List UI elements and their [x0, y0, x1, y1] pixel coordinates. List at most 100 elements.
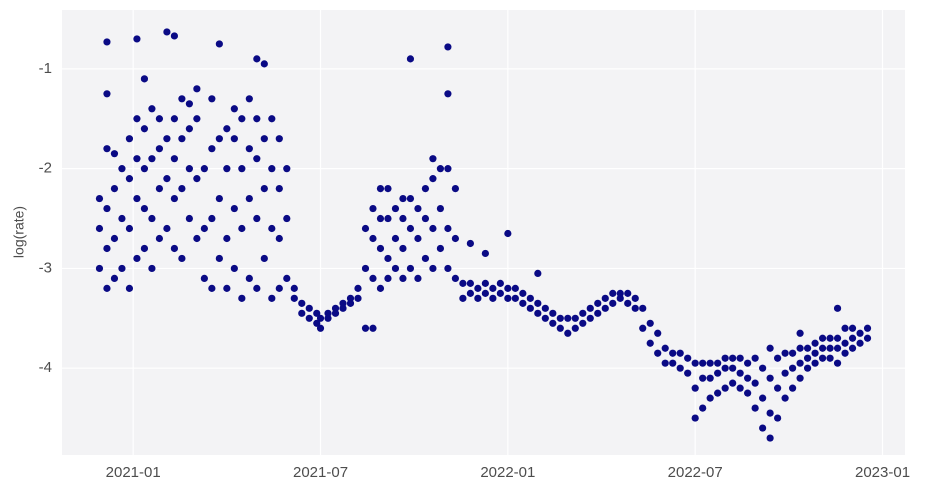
point	[399, 214, 407, 223]
point	[459, 279, 467, 287]
point	[110, 274, 119, 282]
point	[170, 194, 178, 203]
point	[856, 339, 864, 347]
y-tick-label: -2	[39, 160, 52, 177]
point	[826, 334, 834, 342]
point	[193, 115, 201, 123]
point	[669, 359, 677, 367]
point	[736, 384, 744, 392]
point	[140, 165, 149, 173]
point	[766, 434, 774, 442]
point	[133, 194, 141, 203]
point	[766, 374, 774, 382]
y-axis-label: log(rate)	[11, 206, 27, 258]
point	[369, 204, 377, 213]
point	[751, 404, 759, 412]
point	[721, 384, 729, 392]
point	[95, 194, 104, 203]
point	[193, 234, 201, 243]
point	[481, 279, 489, 287]
point	[103, 90, 111, 98]
point	[170, 244, 178, 253]
point	[691, 414, 699, 422]
point	[586, 304, 594, 312]
point	[125, 284, 134, 292]
point	[316, 324, 325, 332]
point	[774, 414, 782, 422]
point	[841, 349, 849, 357]
x-tick-label: 2022-01	[480, 464, 535, 481]
point	[339, 299, 347, 307]
point	[230, 204, 238, 213]
point	[504, 229, 512, 238]
point	[223, 125, 231, 133]
point	[759, 394, 767, 402]
point	[736, 354, 744, 362]
point	[103, 204, 111, 213]
point	[789, 384, 797, 392]
point	[178, 254, 186, 263]
point	[774, 384, 782, 392]
point	[260, 184, 268, 193]
point	[399, 194, 407, 203]
point	[103, 38, 111, 46]
point	[399, 244, 407, 253]
point	[624, 289, 632, 297]
point	[245, 274, 253, 282]
point	[811, 359, 819, 367]
point	[601, 304, 609, 312]
point	[451, 274, 459, 282]
point	[646, 319, 654, 327]
point	[110, 234, 119, 243]
point	[489, 294, 497, 302]
point	[193, 85, 201, 93]
point	[283, 274, 291, 282]
point	[178, 95, 186, 103]
point	[238, 165, 246, 173]
point	[148, 155, 156, 163]
point	[103, 244, 111, 253]
point	[654, 329, 662, 337]
point	[429, 155, 437, 163]
point	[631, 294, 639, 302]
point	[451, 234, 459, 243]
point	[691, 359, 699, 367]
point	[526, 304, 534, 312]
point	[305, 304, 313, 312]
point	[474, 294, 482, 302]
point	[155, 184, 164, 193]
point	[193, 175, 201, 183]
point	[571, 324, 579, 332]
point	[601, 294, 609, 302]
point	[260, 254, 268, 263]
point	[103, 145, 111, 153]
point	[841, 324, 849, 332]
plot-panel	[62, 10, 905, 455]
point	[826, 344, 834, 352]
point	[140, 125, 149, 133]
point	[215, 135, 223, 143]
point	[125, 224, 134, 233]
point	[324, 314, 332, 322]
point	[676, 349, 684, 357]
point	[339, 304, 347, 312]
point	[253, 115, 261, 123]
point	[631, 304, 639, 312]
y-tick-label: -1	[39, 60, 52, 77]
point	[848, 334, 857, 342]
point	[511, 294, 519, 302]
point	[684, 354, 692, 362]
point	[609, 289, 617, 297]
point	[639, 324, 647, 332]
point	[331, 304, 340, 312]
point	[406, 224, 415, 233]
point	[253, 214, 261, 223]
point	[275, 284, 283, 292]
point	[444, 165, 452, 173]
point	[549, 309, 557, 317]
point	[863, 324, 872, 332]
point	[298, 299, 306, 307]
point	[751, 379, 759, 387]
point	[346, 294, 355, 302]
